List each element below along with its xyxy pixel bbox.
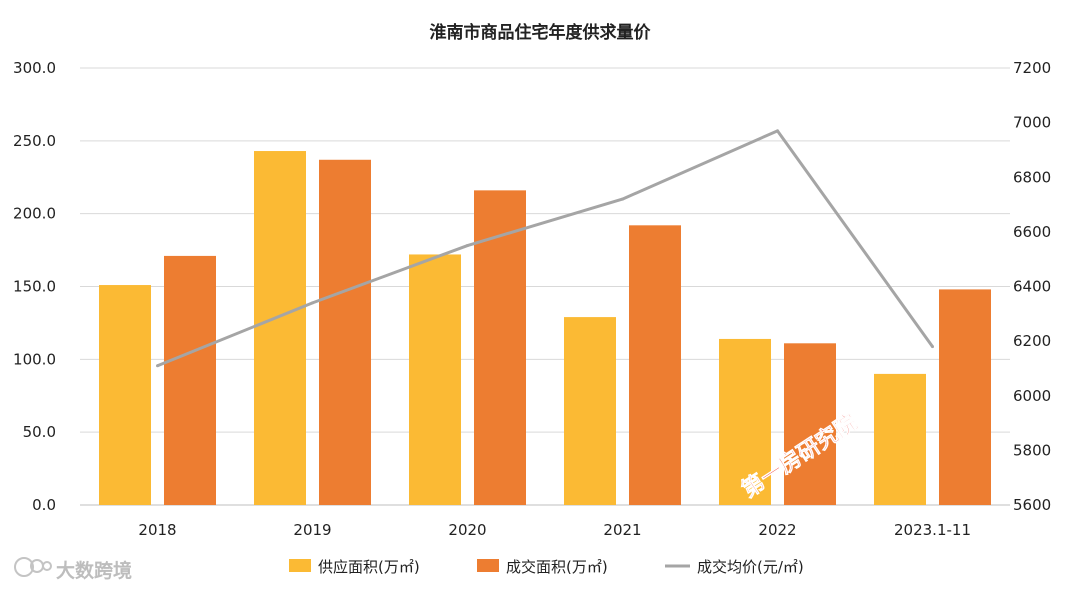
brand-text: 大数跨境	[56, 559, 132, 582]
legend-label: 成交面积(万㎡)	[506, 558, 608, 576]
price-point	[776, 129, 779, 133]
sales-bar	[164, 255, 216, 505]
supply-bar	[254, 151, 306, 505]
right-tick-label: 5800	[1013, 441, 1051, 459]
price-line	[156, 129, 934, 368]
legend-swatch	[477, 559, 499, 572]
left-tick-label: 300.0	[13, 59, 56, 77]
sales-bar	[784, 343, 836, 505]
right-tick-label: 7000	[1013, 114, 1051, 132]
category-label: 2022	[758, 521, 796, 539]
left-tick-label: 50.0	[23, 423, 56, 441]
price-point	[156, 364, 159, 368]
price-point	[621, 197, 624, 201]
bars	[99, 151, 991, 506]
legend-label: 成交均价(元/㎡)	[697, 558, 804, 576]
left-tick-label: 200.0	[13, 205, 56, 223]
category-label: 2020	[448, 521, 486, 539]
left-tick-label: 250.0	[13, 132, 56, 150]
legend-item-sales: 成交面积(万㎡)	[477, 558, 608, 576]
brand-mark: 大数跨境	[14, 557, 132, 582]
price-point	[311, 301, 314, 305]
left-tick-label: 0.0	[32, 496, 56, 514]
sales-bar	[319, 159, 371, 505]
right-axis: 5600 5800 6000 6200 6400 6600 6800 7000 7200	[1013, 59, 1051, 514]
supply-bar	[99, 285, 151, 505]
supply-bar	[719, 338, 771, 505]
supply-bar	[409, 254, 461, 505]
right-tick-label: 6600	[1013, 223, 1051, 241]
price-point	[931, 345, 934, 349]
supply-bar	[874, 373, 926, 505]
chart-title: 淮南市商品住宅年度供求量价	[430, 22, 652, 43]
supply-bar	[564, 317, 616, 505]
sales-bar	[939, 289, 991, 505]
left-tick-label: 100.0	[13, 350, 56, 368]
legend-item-price: 成交均价(元/㎡)	[665, 558, 804, 576]
left-axis: 0.0 50.0 100.0 150.0 200.0 250.0 300.0	[13, 59, 56, 514]
right-tick-label: 6800	[1013, 168, 1051, 186]
category-label: 2018	[138, 521, 176, 539]
category-label: 2023.1-11	[894, 521, 971, 539]
legend: 供应面积(万㎡) 成交面积(万㎡) 成交均价(元/㎡)	[289, 558, 804, 576]
left-tick-label: 150.0	[13, 278, 56, 296]
right-tick-label: 7200	[1013, 59, 1051, 77]
right-tick-label: 6200	[1013, 332, 1051, 350]
sales-bar	[629, 225, 681, 505]
price-point	[466, 244, 469, 248]
category-label: 2021	[603, 521, 641, 539]
legend-label: 供应面积(万㎡)	[318, 558, 420, 576]
price-line-path	[156, 129, 934, 368]
right-tick-label: 6000	[1013, 387, 1051, 405]
brand-logo-icon	[14, 557, 52, 577]
sales-bar	[474, 190, 526, 506]
right-tick-label: 5600	[1013, 496, 1051, 514]
gridlines	[80, 67, 1010, 506]
right-tick-label: 6400	[1013, 278, 1051, 296]
legend-item-supply: 供应面积(万㎡)	[289, 558, 420, 576]
category-label: 2019	[293, 521, 331, 539]
legend-swatch	[289, 559, 311, 572]
category-labels: 2018 2019 2020 2021 2022 2023.1-11	[138, 521, 971, 539]
